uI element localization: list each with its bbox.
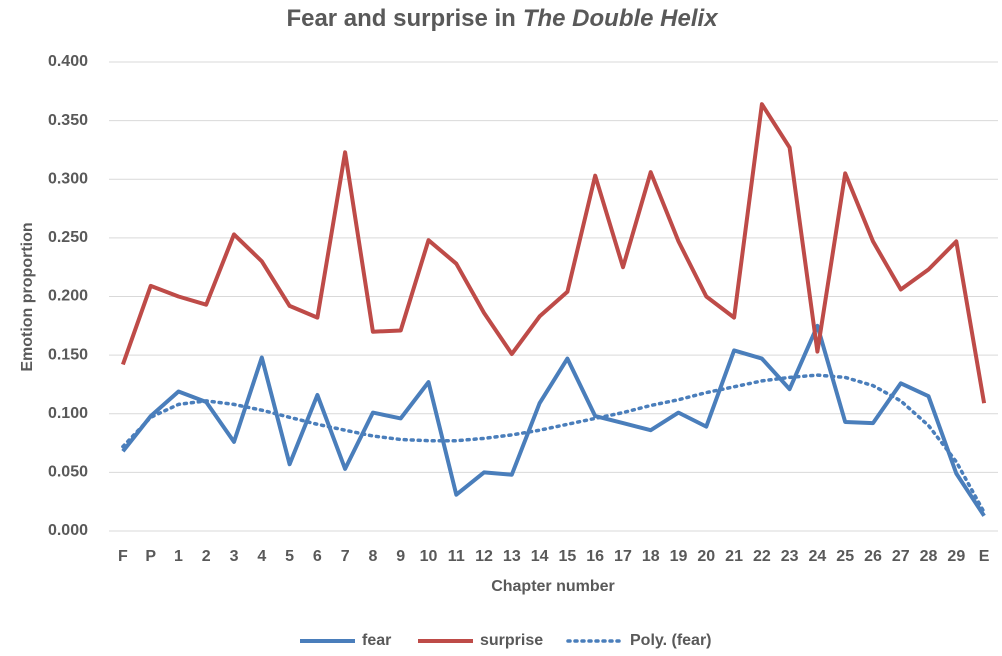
title-italic: The Double Helix: [523, 5, 719, 32]
x-axis-title: Chapter number: [491, 578, 615, 595]
x-tick-label: 12: [475, 548, 493, 565]
x-tick-label: 7: [341, 548, 350, 565]
x-tick-label: 29: [947, 548, 965, 565]
x-tick-label: 24: [809, 548, 827, 565]
x-tick-label: 4: [257, 548, 266, 565]
x-tick-label: 23: [781, 548, 799, 565]
legend-label: Poly. (fear): [630, 632, 712, 649]
x-tick-label: 15: [558, 548, 576, 565]
x-tick-label: 20: [697, 548, 715, 565]
x-tick-label: E: [979, 548, 990, 565]
x-tick-label: F: [118, 548, 128, 565]
x-tick-label: 8: [368, 548, 377, 565]
y-tick-label: 0.150: [48, 346, 88, 363]
x-tick-label: 13: [503, 548, 521, 565]
y-tick-label: 0.350: [48, 112, 88, 129]
x-tick-label: 2: [202, 548, 211, 565]
series-line: [121, 102, 987, 404]
y-tick-label: 0.000: [48, 522, 88, 539]
x-tick-label: 6: [313, 548, 322, 565]
x-tick-label: 18: [642, 548, 660, 565]
x-tick-label: 11: [448, 548, 465, 565]
x-tick-label: 17: [614, 548, 632, 565]
x-tick-label: 25: [836, 548, 854, 565]
y-tick-label: 0.200: [48, 288, 88, 305]
y-axis-title: Emotion proportion: [19, 222, 36, 371]
x-tick-label: 22: [753, 548, 771, 565]
chart-title: Fear and surprise in The Double Helix: [286, 5, 719, 32]
x-tick-label: P: [145, 548, 156, 565]
y-tick-label: 0.050: [48, 464, 88, 481]
x-tick-label: 19: [670, 548, 688, 565]
x-tick-label: 1: [174, 548, 183, 565]
y-tick-label: 0.100: [48, 405, 88, 422]
y-tick-label: 0.400: [48, 53, 88, 70]
x-tick-label: 16: [586, 548, 604, 565]
x-tick-label: 10: [420, 548, 438, 565]
x-tick-label: 9: [396, 548, 405, 565]
x-tick-label: 26: [864, 548, 882, 565]
y-tick-label: 0.300: [48, 170, 88, 187]
x-tick-label: 3: [230, 548, 239, 565]
x-tick-label: 28: [920, 548, 938, 565]
legend-label: surprise: [480, 632, 543, 649]
x-tick-label: 27: [892, 548, 910, 565]
title-text: Fear and surprise in: [286, 5, 515, 32]
x-tick-label: 14: [531, 548, 549, 565]
y-tick-label: 0.250: [48, 229, 88, 246]
series-line: [121, 373, 986, 514]
x-tick-label: 21: [725, 548, 743, 565]
series-line: [121, 323, 986, 517]
legend-label: fear: [362, 632, 391, 649]
x-tick-label: 5: [285, 548, 294, 565]
